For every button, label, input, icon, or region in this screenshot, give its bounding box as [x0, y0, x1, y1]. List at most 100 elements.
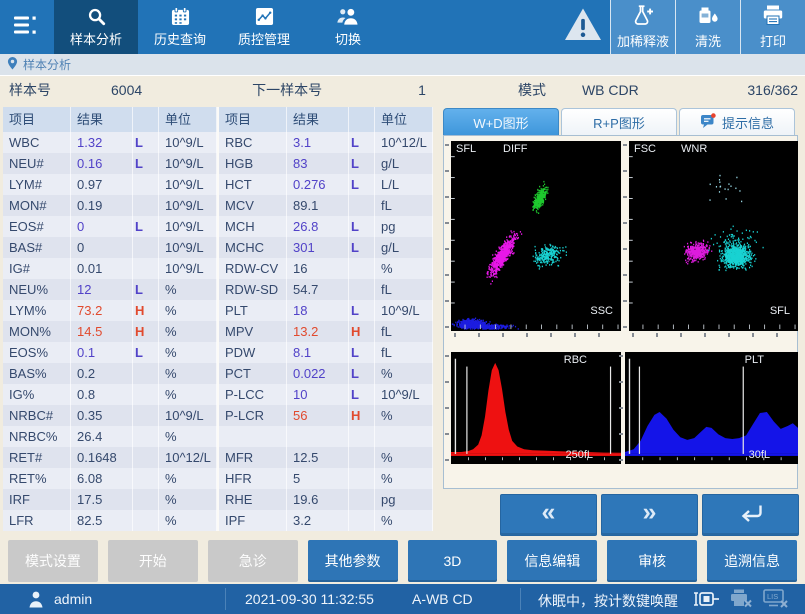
param-flag: [133, 174, 159, 195]
param-item: EOS%: [3, 342, 71, 363]
topbar-spacer: [390, 0, 556, 54]
location-pin-icon: [7, 56, 18, 73]
sample-no-label: 样本号: [9, 82, 51, 98]
info-edit-button[interactable]: 信息编辑: [507, 540, 598, 582]
status-divider: [225, 588, 226, 610]
param-result: 6.08: [71, 468, 133, 489]
menu-button[interactable]: [0, 0, 54, 54]
column-divider: [217, 258, 219, 279]
param-result: 18: [287, 300, 349, 321]
column-divider: [217, 426, 219, 447]
nav-history-query[interactable]: 历史查询: [138, 0, 222, 54]
param-item: RET#: [3, 447, 71, 468]
param-result: 0: [71, 237, 133, 258]
table-row: NRBC% 26.4%: [3, 426, 433, 447]
param-item: LFR: [3, 510, 71, 531]
param-unit: pg: [375, 489, 433, 510]
param-unit: %: [159, 510, 217, 531]
top-toolbar: 样本分析 历史查询 质控管理 切换: [0, 0, 805, 54]
nav-qc-management[interactable]: 质控管理: [222, 0, 306, 54]
3d-button[interactable]: 3D: [407, 540, 498, 582]
print-button[interactable]: 打印: [740, 0, 805, 54]
param-item: LYM#: [3, 174, 71, 195]
tab-label: R+P图形: [593, 116, 645, 131]
table-row: WBC 1.32 L 10^9/L RBC 3.1 L 10^12/L: [3, 132, 433, 153]
param-item: IG%: [3, 384, 71, 405]
param-item: PDW: [219, 342, 287, 363]
param-flag: [133, 384, 159, 405]
mode-setup-button[interactable]: 模式设置: [8, 540, 98, 582]
param-result: 0.19: [71, 195, 133, 216]
param-item: PCT: [219, 363, 287, 384]
param-result: 83: [287, 153, 349, 174]
param-unit: %: [159, 468, 217, 489]
param-unit: 10^9/L: [375, 300, 433, 321]
search-icon: [87, 6, 106, 26]
column-divider: [217, 384, 219, 405]
param-result: 82.5: [71, 510, 133, 531]
column-divider: [217, 489, 219, 510]
rinse-icon: [697, 4, 719, 29]
table-row: LYM% 73.2 H% PLT 18 L 10^9/L: [3, 300, 433, 321]
param-flag: H: [349, 321, 375, 342]
tab-rp-graph[interactable]: R+P图形: [561, 108, 677, 136]
param-item: MCV: [219, 195, 287, 216]
add-diluent-button[interactable]: 加稀释液: [610, 0, 675, 54]
param-result: 17.5: [71, 489, 133, 510]
param-item: MPV: [219, 321, 287, 342]
column-divider: [217, 195, 219, 216]
axis-ticks: [619, 355, 623, 461]
rinse-button[interactable]: 清洗: [675, 0, 740, 54]
column-divider: [217, 107, 219, 132]
sample-counter: 316/362: [747, 82, 798, 98]
other-params-button[interactable]: 其他参数: [307, 540, 398, 582]
param-flag: [349, 510, 375, 531]
param-result: 0.01: [71, 258, 133, 279]
next-sample-button[interactable]: »: [601, 494, 698, 536]
mode-value: WB CDR: [581, 82, 639, 98]
param-flag: L: [349, 363, 375, 384]
tab-label: W+D图形: [473, 116, 529, 131]
param-unit: fL: [375, 342, 433, 363]
user-icon: [26, 590, 46, 611]
flask-plus-icon: [632, 4, 654, 29]
results-table: 项目 结果 单位 项目 结果 单位 WBC 1.32 L 10^9/L RBC 3.1 L 10^12/L…: [3, 107, 433, 531]
param-result: 16: [287, 258, 349, 279]
previous-label: «: [541, 498, 556, 526]
trace-info-button[interactable]: 追溯信息: [707, 540, 797, 582]
users-icon: [336, 6, 360, 26]
param-result: 73.2: [71, 300, 133, 321]
table-row: IRF 17.5% RHE 19.6 pg: [3, 489, 433, 510]
column-divider: [217, 321, 219, 342]
tab-tip-info[interactable]: 提示信息: [679, 108, 795, 136]
column-divider: [217, 279, 219, 300]
plt-histogram: PLT 30fL: [619, 352, 798, 464]
column-header: 单位: [159, 107, 217, 132]
nav-switch[interactable]: 切换: [306, 0, 390, 54]
param-flag: [349, 426, 375, 447]
review-button[interactable]: 审核: [607, 540, 698, 582]
param-unit: %: [375, 468, 433, 489]
param-flag: [133, 489, 159, 510]
previous-sample-button[interactable]: «: [500, 494, 597, 536]
param-unit: 10^9/L: [159, 174, 217, 195]
column-header: 项目: [219, 107, 287, 132]
param-unit: %: [159, 489, 217, 510]
enter-button[interactable]: [702, 494, 799, 536]
alert-indicator[interactable]: [556, 0, 610, 54]
qc-chart-icon: [255, 6, 274, 26]
start-button[interactable]: 开始: [107, 540, 198, 582]
column-divider: [217, 468, 219, 489]
column-divider: [217, 300, 219, 321]
logged-in-user[interactable]: admin: [54, 591, 93, 607]
param-unit: L/L: [375, 174, 433, 195]
nav-sample-analysis[interactable]: 样本分析: [54, 0, 138, 54]
stat-button[interactable]: 急诊: [207, 540, 298, 582]
param-flag: [349, 468, 375, 489]
tab-wd-graph[interactable]: W+D图形: [443, 108, 559, 136]
column-header: [349, 107, 375, 132]
param-flag: L: [349, 342, 375, 363]
axis-ticks: [445, 144, 449, 328]
column-header: [133, 107, 159, 132]
